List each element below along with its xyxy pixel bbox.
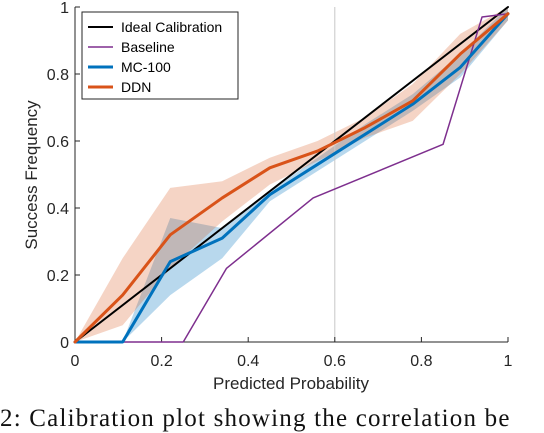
mc-100-line [73, 12, 510, 344]
x-tick-label: 0.6 [324, 353, 346, 370]
x-tick-label: 1 [504, 353, 513, 370]
x-tick-label: 0.4 [237, 353, 259, 370]
x-axis-label: Predicted Probability [213, 374, 369, 393]
figure-caption: 2: Calibration plot showing the correlat… [0, 405, 511, 432]
y-tick-label: 0.6 [47, 134, 69, 151]
legend-label: Ideal Calibration [121, 19, 222, 35]
x-tick-label: 0.8 [410, 353, 432, 370]
legend: Ideal Calibration Baseline MC-100 DDN [81, 11, 239, 100]
legend-label: Baseline [121, 39, 175, 55]
x-tick-label: 0 [71, 353, 80, 370]
series-lines [73, 6, 510, 344]
y-tick-label: 0.8 [47, 67, 69, 84]
legend-label: MC-100 [121, 59, 171, 75]
legend-label: DDN [121, 79, 151, 95]
tick-labels: 0 0.2 0.4 0.6 0.8 1 0 0.2 0.4 0.6 0.8 1 [47, 0, 513, 370]
y-axis-label: Success Frequency [22, 100, 41, 250]
y-tick-label: 0.4 [47, 201, 69, 218]
y-tick-label: 0 [60, 335, 69, 352]
calibration-chart: 0 0.2 0.4 0.6 0.8 1 0 0.2 0.4 0.6 0.8 1 Predicted P… [22, 0, 513, 393]
ideal-calibration-line [74, 6, 509, 343]
ddn-line [73, 12, 510, 344]
y-tick-label: 0.2 [47, 268, 69, 285]
baseline-line [74, 12, 509, 343]
x-tick-label: 0.2 [150, 353, 172, 370]
y-tick-label: 1 [60, 0, 69, 17]
